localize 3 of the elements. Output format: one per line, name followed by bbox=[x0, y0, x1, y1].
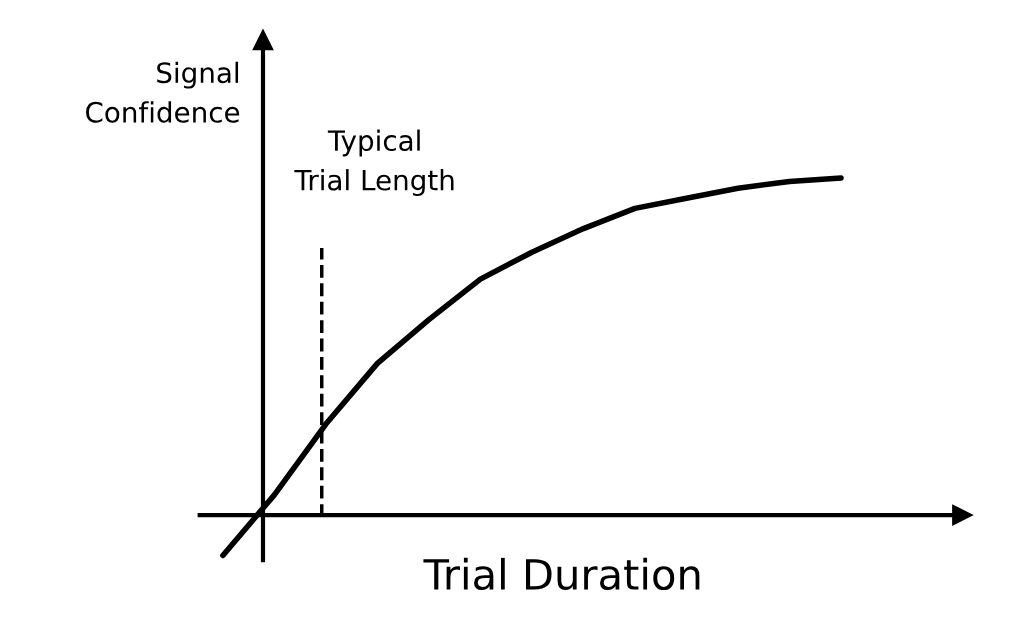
annotation: Typical Trial Length bbox=[294, 129, 454, 196]
x-axis-title: Trial Duration bbox=[423, 557, 700, 591]
y-axis-title: Signal Confidence bbox=[86, 61, 240, 123]
